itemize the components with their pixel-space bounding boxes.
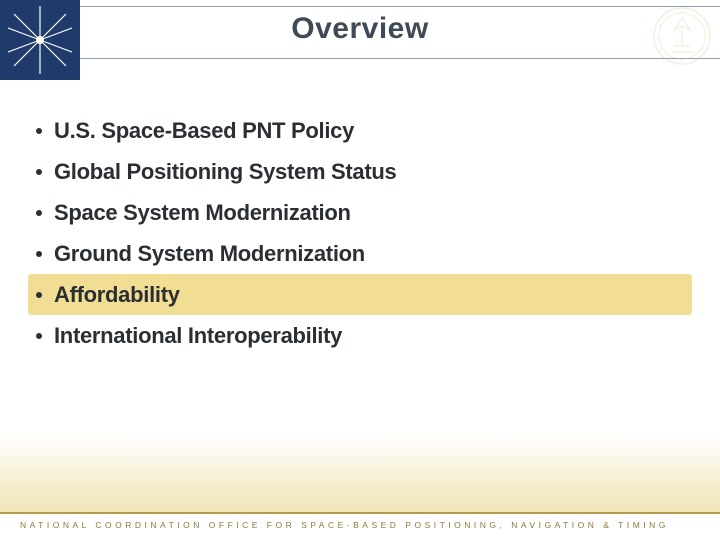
bullet-row: Ground System Modernization [28,233,692,274]
logo-left-icon [0,0,80,80]
bullet-dot-icon [36,169,42,175]
bullet-text: International Interoperability [54,323,342,349]
bullet-dot-icon [36,128,42,134]
footer-gradient [0,434,720,514]
bullet-text: Affordability [54,282,180,308]
header-rule-bottom [0,58,720,59]
bullet-row: International Interoperability [28,315,692,356]
bullet-row: Affordability [28,274,692,315]
bullet-row: U.S. Space-Based PNT Policy [28,110,692,151]
bullet-row: Space System Modernization [28,192,692,233]
bullet-dot-icon [36,251,42,257]
header-rule-top [0,6,720,7]
bullet-list: U.S. Space-Based PNT Policy Global Positi… [28,110,692,356]
bullet-text: Global Positioning System Status [54,159,396,185]
bullet-row: Global Positioning System Status [28,151,692,192]
bullet-dot-icon [36,333,42,339]
footer-text: NATIONAL COORDINATION OFFICE FOR SPACE-B… [20,520,669,530]
slide: Overview U.S. Space-Based PNT Policy Glob… [0,0,720,540]
footer-rule [0,512,720,514]
slide-title: Overview [0,12,720,46]
bullet-text: Ground System Modernization [54,241,365,267]
bullet-dot-icon [36,292,42,298]
seal-icon [652,6,712,66]
bullet-dot-icon [36,210,42,216]
bullet-text: U.S. Space-Based PNT Policy [54,118,354,144]
bullet-text: Space System Modernization [54,200,351,226]
